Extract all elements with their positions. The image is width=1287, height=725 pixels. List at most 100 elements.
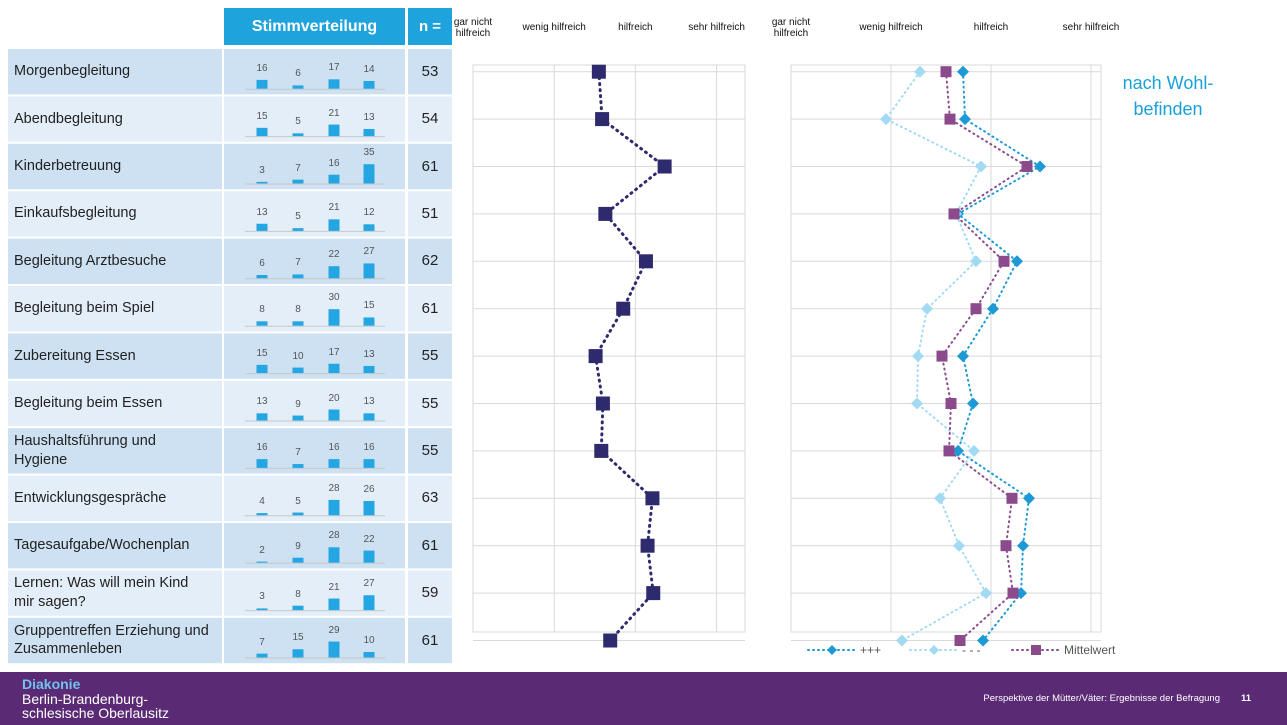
legend-label: +++ [860, 643, 882, 657]
x-tick-label: gar nicht hilfreich [453, 16, 493, 40]
row-cell [8, 617, 222, 664]
row-cell [224, 617, 405, 664]
count-label: 8 [295, 588, 301, 600]
mini-bar [328, 363, 340, 374]
count-label: 17 [328, 62, 340, 74]
square-marker [1006, 492, 1018, 504]
x-tick-label: wenig hilfreich [522, 22, 586, 34]
square-marker [640, 538, 655, 553]
mini-bar [256, 79, 268, 89]
mini-bar [363, 652, 375, 658]
square-marker [638, 254, 653, 269]
square-marker [657, 159, 672, 174]
row-cell [8, 191, 222, 237]
count-label: 21 [328, 202, 340, 214]
mini-bar [363, 501, 375, 516]
row-cell [408, 286, 452, 332]
count-label: 16 [256, 62, 268, 74]
diamond-marker [957, 350, 969, 363]
row-cell [408, 475, 452, 521]
count-label: 12 [363, 207, 375, 219]
row-cell [408, 49, 452, 95]
mini-bar [292, 605, 304, 611]
diamond-marker [980, 587, 992, 600]
mini-bar [328, 266, 340, 279]
square-marker [970, 303, 982, 315]
square-marker [591, 64, 606, 79]
diamond-marker [880, 113, 892, 126]
row-label: Morgenbegleitung [14, 63, 131, 80]
mini-bar [363, 550, 375, 563]
diamond-marker [1034, 160, 1046, 173]
diamond-marker [1011, 255, 1023, 268]
count-label: 22 [328, 249, 340, 261]
diamond-marker [911, 397, 923, 410]
square-marker [954, 635, 966, 646]
n-value: 55 [421, 441, 439, 459]
count-label: 28 [328, 530, 340, 542]
mini-bar [328, 174, 340, 184]
mini-bar [256, 127, 268, 137]
count-label: 10 [292, 350, 304, 362]
row-label: Abendbegleitung [14, 110, 123, 127]
row-cell [8, 475, 222, 521]
row-cell [408, 617, 452, 664]
mini-bar [363, 459, 375, 468]
mini-bar [292, 512, 304, 516]
mini-bar [328, 499, 340, 516]
row-cell [224, 333, 405, 379]
row-cell [224, 380, 405, 427]
diamond-marker [975, 160, 987, 173]
count-label: 7 [259, 636, 265, 648]
row-cell [408, 333, 452, 379]
plot-frame [472, 64, 746, 633]
row-cell [224, 143, 405, 190]
legend-marker [827, 645, 837, 655]
x-tick-label: wenig hilfreich [859, 22, 923, 34]
row-cell [408, 238, 452, 284]
count-label: 3 [259, 591, 265, 603]
diamond-marker [914, 65, 926, 78]
count-label: 9 [295, 540, 301, 552]
mini-bar [328, 547, 340, 563]
mini-bar [292, 321, 304, 326]
row-label: Begleitung beim Essen [14, 395, 163, 412]
row-cell [224, 570, 405, 616]
diamond-marker [1023, 492, 1035, 505]
count-label: 9 [295, 398, 301, 410]
mini-bar [292, 228, 304, 231]
row-cell [224, 49, 405, 95]
n-value: 53 [421, 62, 439, 80]
legend-marker [929, 645, 939, 655]
header-label: n = [418, 18, 442, 35]
count-label: 5 [295, 495, 301, 507]
row-cell [8, 570, 222, 616]
count-label: 15 [363, 300, 375, 312]
mini-bar [256, 653, 268, 658]
mini-bar [256, 513, 268, 516]
mini-bar [363, 224, 375, 231]
count-label: 15 [256, 110, 268, 122]
n-value: 61 [421, 299, 439, 317]
mini-bar [363, 317, 375, 326]
row-cell [408, 570, 452, 616]
count-label: 6 [259, 258, 265, 269]
count-label: 35 [363, 147, 375, 159]
mini-bar [256, 364, 268, 374]
count-label: 16 [256, 442, 268, 454]
row-cell [408, 191, 452, 237]
diamond-marker [977, 634, 989, 647]
square-marker [646, 586, 661, 601]
count-label: 13 [256, 206, 268, 218]
row-cell [224, 286, 405, 332]
row-cell [8, 333, 222, 379]
square-marker [598, 206, 613, 221]
row-cell [8, 523, 222, 569]
square-marker [1000, 540, 1012, 552]
count-label: 21 [328, 107, 340, 119]
count-label: 7 [295, 257, 301, 269]
count-label: 13 [363, 111, 375, 123]
square-marker [944, 113, 956, 125]
count-label: 17 [328, 346, 340, 358]
